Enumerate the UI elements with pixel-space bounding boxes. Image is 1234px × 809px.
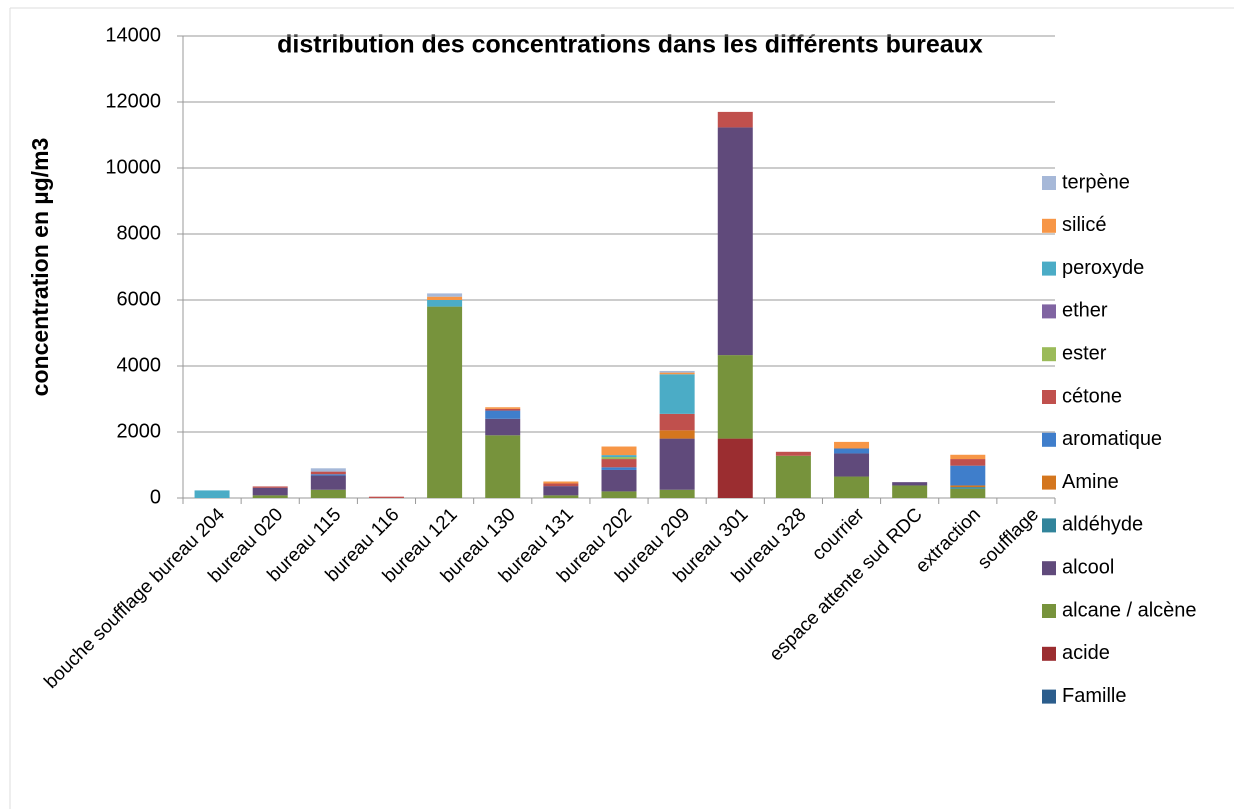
y-tick-label: 12000 (105, 90, 161, 112)
legend-label: cétone (1062, 385, 1122, 407)
bar-segment (485, 418, 521, 436)
legend-swatch (1042, 390, 1056, 404)
legend-label: ether (1062, 300, 1108, 322)
legend-label: aldéhyde (1062, 514, 1143, 536)
bar-segment (950, 454, 986, 460)
legend-label: acide (1062, 642, 1110, 664)
bar-segment (834, 441, 870, 449)
legend-label: Famille (1062, 685, 1126, 707)
chart-title: distribution des concentrations dans les… (277, 31, 983, 59)
bar-segment (892, 482, 928, 486)
legend-swatch (1042, 218, 1056, 233)
bar-segment (601, 459, 637, 468)
legend-swatch (1042, 176, 1056, 190)
x-tick-label: soufflage (974, 504, 1043, 573)
legend-swatch (1042, 604, 1056, 618)
bar-segment (252, 486, 288, 488)
bar-segment (659, 370, 695, 373)
bar-segment (310, 489, 346, 498)
legend-swatch (1042, 518, 1056, 533)
legend-swatch (1042, 689, 1056, 704)
legend-label: peroxyde (1062, 257, 1144, 279)
bar-segment (427, 306, 463, 498)
bar-segment (892, 485, 928, 498)
bar-segment (601, 469, 637, 492)
bar-segment (659, 374, 695, 414)
bar-segment (368, 496, 404, 498)
bar-segment (834, 476, 870, 498)
bar-segment (659, 413, 695, 431)
y-axis-label: concentration en µg/m3 (27, 138, 53, 397)
legend-swatch (1042, 347, 1056, 362)
bar-segment (834, 448, 870, 454)
legend-swatch (1042, 646, 1056, 661)
bar-segment (194, 490, 230, 498)
bar-segment (717, 111, 753, 128)
legend-label: aromatique (1062, 428, 1162, 450)
legend-swatch (1042, 561, 1056, 576)
bar-segment (659, 430, 695, 439)
bar-segment (717, 127, 753, 356)
bar-segment (543, 486, 579, 496)
bar-segment (717, 355, 753, 439)
bar-segment (601, 491, 637, 498)
bar-segment (950, 465, 986, 486)
bar-segment (950, 488, 986, 498)
legend-label: alcool (1062, 556, 1114, 578)
y-tick-label: 4000 (117, 354, 162, 376)
bar-segment (775, 451, 811, 456)
bar-segment (775, 455, 811, 498)
bar-segment (427, 300, 463, 307)
bar-segment (310, 474, 346, 476)
legend-label: alcane / alcène (1062, 599, 1197, 621)
bar-segment (427, 293, 463, 297)
y-tick-label: 14000 (105, 24, 161, 46)
bar-segment (601, 446, 637, 456)
bar-segment (485, 410, 521, 419)
y-tick-label: 8000 (117, 222, 162, 244)
bar-segment (950, 487, 986, 489)
x-tick-label: bouche soufflage bureau 204 (40, 504, 229, 693)
bar-segment (659, 372, 695, 375)
legend-swatch (1042, 261, 1056, 276)
legend-swatch (1042, 304, 1056, 319)
bar-segment (252, 487, 288, 496)
bar-segment (485, 435, 521, 498)
y-tick-label: 10000 (105, 156, 161, 178)
bar-segment (310, 475, 346, 490)
bar-segment (601, 457, 637, 460)
legend-label: Amine (1062, 471, 1119, 493)
bar-segment (310, 471, 346, 475)
legend-swatch (1042, 475, 1056, 490)
bar-segment (659, 489, 695, 498)
legend-label: ester (1062, 342, 1107, 364)
bar-segment (543, 483, 579, 487)
bar-segment (485, 408, 521, 411)
bar-segment (310, 468, 346, 472)
bar-segment (601, 467, 637, 470)
bar-segment (485, 407, 521, 409)
bar-segment (834, 453, 870, 477)
legend-swatch (1042, 432, 1056, 447)
legend-label: terpène (1062, 171, 1130, 193)
bar-segment (543, 495, 579, 498)
bar-segment (950, 459, 986, 466)
bar-segment (659, 438, 695, 490)
bar-segment (427, 296, 463, 300)
y-tick-label: 2000 (117, 420, 162, 442)
legend-label: silicé (1062, 214, 1106, 236)
bar-segment (601, 455, 637, 458)
y-tick-label: 0 (150, 486, 161, 508)
bar-segment (252, 495, 288, 498)
bar-segment (950, 485, 986, 488)
bar-segment (543, 481, 579, 484)
bar-segment (717, 438, 753, 498)
y-tick-label: 6000 (117, 288, 162, 310)
